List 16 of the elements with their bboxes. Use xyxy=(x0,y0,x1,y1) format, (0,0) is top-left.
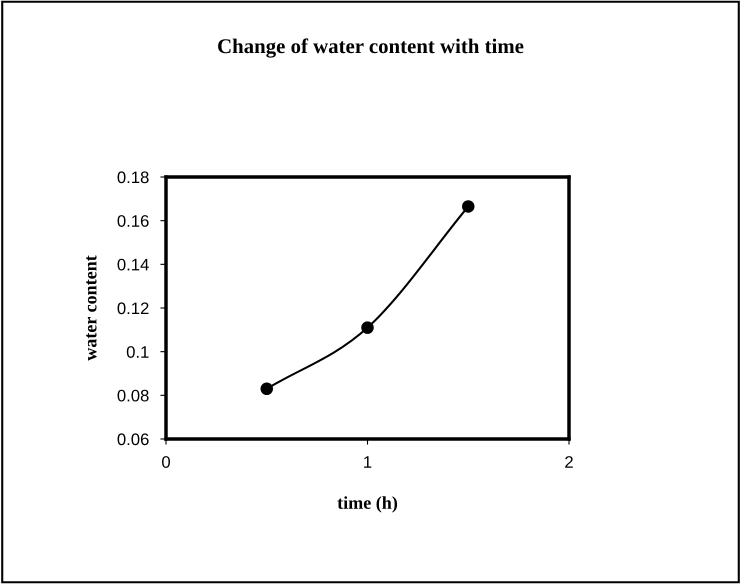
point xyxy=(462,200,474,213)
point xyxy=(260,382,273,396)
x-axis-title: time (h) xyxy=(337,496,398,513)
y-tick-label: 0.14 xyxy=(118,258,149,271)
x-tick-label: 2 xyxy=(565,456,573,468)
y-tick-label: 0.12 xyxy=(118,302,148,314)
x-tick-label: 0 xyxy=(162,456,170,468)
y-tick-label: 0.18 xyxy=(118,171,149,184)
y-tick-label: 0.1 xyxy=(126,346,149,358)
chart-title: Change of water content with time xyxy=(218,38,524,58)
y-axis-title: water content xyxy=(86,255,97,361)
y-tick-label: 0.16 xyxy=(118,215,149,227)
x-tick-label: 1 xyxy=(364,456,372,468)
y-tick-label: 0.06 xyxy=(118,433,149,446)
y-tick-label: 0.08 xyxy=(118,390,149,402)
point xyxy=(361,321,374,334)
